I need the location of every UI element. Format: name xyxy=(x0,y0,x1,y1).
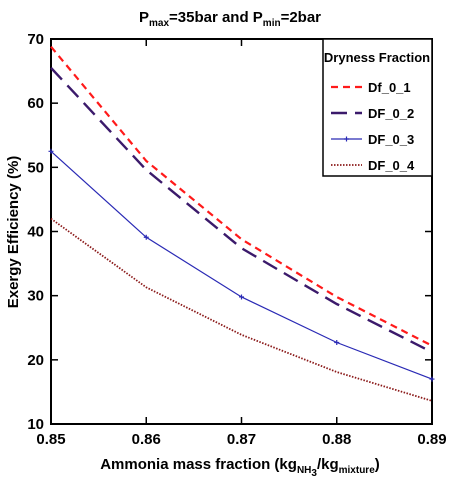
legend-item: DF_0_4 xyxy=(331,158,415,173)
series-DF_0_3 xyxy=(48,148,435,382)
data-point xyxy=(429,376,435,382)
axis-ticks: 0.85 0.86 0.87 0.88 0.89 10 20 30 40 50 60 70 xyxy=(27,31,446,448)
series-line xyxy=(50,150,433,380)
legend: Dryness Fraction Df_0_1 DF_0_2 DF_0_3 DF_0_… xyxy=(322,38,433,177)
data-point xyxy=(48,148,54,154)
legend-label: DF_0_2 xyxy=(368,106,414,121)
x-axis-label: Ammonia mass fraction (kgNH3/kgmixture) xyxy=(100,456,380,479)
x-tick-label: 0.87 xyxy=(227,431,256,448)
chart-title: Pmax=35bar and Pmin=2bar xyxy=(139,9,321,29)
legend-title: Dryness Fraction xyxy=(324,50,430,65)
legend-item: DF_0_3 xyxy=(331,132,414,147)
y-tick-label: 10 xyxy=(27,416,44,433)
data-point xyxy=(239,294,244,300)
series-layer xyxy=(48,45,435,402)
y-axis-label: Exergy Efficiency (%) xyxy=(5,156,22,309)
x-tick-label: 0.88 xyxy=(322,431,351,448)
data-point xyxy=(143,234,149,240)
x-tick-label: 0.89 xyxy=(417,431,446,448)
legend-box xyxy=(322,38,433,177)
y-tick-label: 20 xyxy=(27,352,44,369)
legend-label: Df_0_1 xyxy=(368,80,411,95)
series-line xyxy=(50,67,433,354)
legend-item: DF_0_2 xyxy=(331,106,414,121)
y-tick-label: 30 xyxy=(27,288,44,305)
legend-label: DF_0_4 xyxy=(368,158,415,173)
legend-marker xyxy=(344,136,349,142)
y-tick-label: 40 xyxy=(27,224,44,241)
series-DF_0_4 xyxy=(50,217,433,402)
y-tick-label: 60 xyxy=(27,95,44,112)
legend-label: DF_0_3 xyxy=(368,132,414,147)
legend-item: Df_0_1 xyxy=(331,80,411,95)
y-tick-label: 50 xyxy=(27,159,44,176)
series-Df_0_1 xyxy=(50,45,433,347)
legend-items: Df_0_1 DF_0_2 DF_0_3 DF_0_4 xyxy=(331,80,415,173)
series-line xyxy=(50,217,433,402)
x-tick-label: 0.86 xyxy=(132,431,161,448)
x-tick-label: 0.85 xyxy=(36,431,65,448)
series-line xyxy=(50,45,433,347)
data-point xyxy=(334,340,340,346)
series-DF_0_2 xyxy=(50,67,433,354)
y-tick-label: 70 xyxy=(27,31,44,48)
